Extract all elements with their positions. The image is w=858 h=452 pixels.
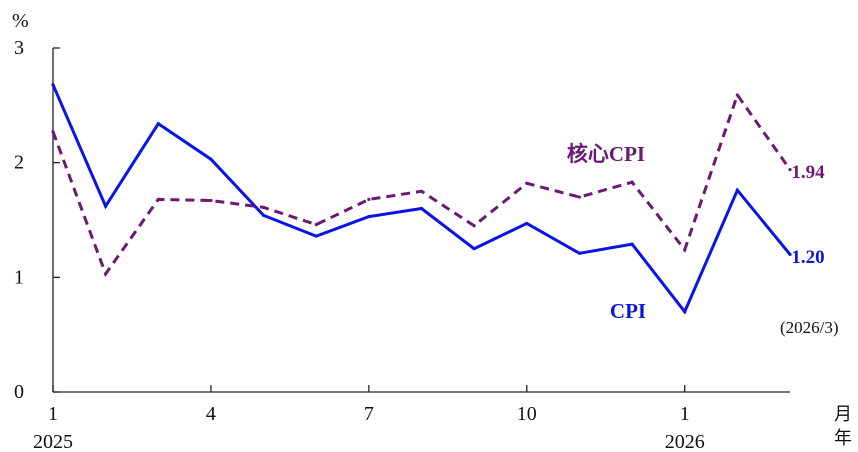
core-cpi-point — [735, 93, 739, 97]
cpi-point — [525, 221, 529, 226]
x-tick-label: 1 — [48, 403, 58, 425]
core-cpi-series-label: 核心CPI — [567, 142, 645, 166]
cpi-point — [104, 204, 108, 208]
x-tick-label: 10 — [517, 403, 537, 425]
core-cpi-point — [314, 222, 318, 227]
cpi-point — [788, 252, 792, 256]
core-cpi-point — [261, 205, 266, 209]
core-cpi-point — [525, 181, 529, 185]
x-year-label: 2025 — [33, 431, 73, 452]
core-cpi-point — [367, 197, 371, 201]
cpi-point — [367, 214, 371, 219]
y-tick-label: 2 — [14, 152, 24, 174]
cpi-point — [683, 310, 687, 314]
core-cpi-line — [51, 91, 792, 278]
x-tick-label: 4 — [206, 403, 216, 425]
cpi-point — [630, 242, 634, 246]
cpi-end-value-label: 1.20 — [791, 247, 824, 268]
core-cpi-point — [156, 197, 160, 201]
cpi-point — [735, 188, 739, 192]
cpi-point — [209, 157, 213, 161]
cpi-point — [261, 213, 266, 218]
core-cpi-point — [419, 189, 424, 193]
x-year-label: 2026 — [665, 431, 705, 452]
core-cpi-point — [577, 195, 582, 199]
y-tick-label: 3 — [14, 37, 24, 59]
core-cpi-point — [104, 272, 108, 276]
core-cpi-point — [788, 167, 792, 172]
cpi-point — [472, 247, 476, 251]
core-cpi-point — [209, 198, 213, 203]
data-date-note: (2026/3) — [780, 318, 839, 337]
y-tick-label: 0 — [14, 381, 24, 403]
core-cpi-end-value-label: 1.94 — [791, 162, 825, 183]
axes: 0 1 2 3 1 4 7 10 1 2025 2026 — [14, 37, 790, 452]
series-layer — [51, 83, 792, 315]
x-axis-unit-month: 月 — [834, 404, 852, 425]
core-cpi-point — [683, 248, 687, 252]
y-tick-label: 1 — [14, 266, 24, 288]
core-cpi-point — [630, 180, 634, 184]
cpi-point — [419, 206, 424, 211]
cpi-point — [314, 234, 318, 238]
cpi-point — [577, 251, 582, 255]
x-axis-unit-year: 年 — [834, 428, 852, 449]
x-tick-label: 7 — [364, 403, 374, 425]
cpi-point — [51, 83, 55, 87]
core-cpi-point — [472, 224, 476, 228]
core-cpi-point — [51, 130, 55, 134]
cpi-series-label: CPI — [610, 299, 646, 323]
x-tick-label: 1 — [680, 403, 690, 425]
labels-layer: CPI 1.20 核心CPI 1.94 — [567, 142, 825, 323]
y-axis-unit: % — [12, 10, 29, 32]
cpi-point — [156, 122, 160, 126]
